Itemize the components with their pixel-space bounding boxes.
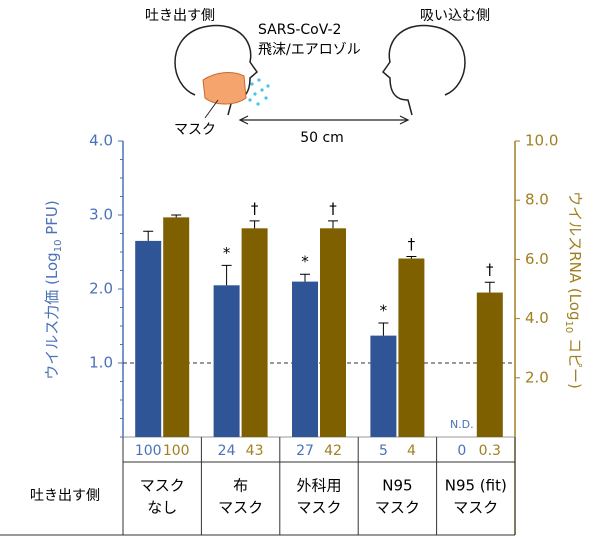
bar (398, 258, 425, 437)
category-label: なし (147, 499, 177, 517)
relative-label: 0 (457, 443, 466, 459)
relative-label: 43 (246, 443, 264, 459)
aerosol (248, 78, 270, 106)
relative-label: 100 (135, 443, 162, 459)
label-sub: 10 (53, 240, 64, 253)
mask-pointer (204, 99, 219, 119)
label-part: PFU) (43, 200, 61, 239)
bar (163, 217, 190, 437)
category-label: マスク (296, 499, 341, 517)
diagram: 吐き出す側 SARS-CoV-2 飛沫/エアロゾル 吸い込む側 マスク 50 c… (145, 8, 490, 146)
error-bar (406, 255, 417, 259)
y-tick-label: 3.0 (89, 206, 113, 224)
error-bar (378, 322, 389, 336)
significance-marker: † (486, 261, 494, 279)
label-sub: 10 (564, 320, 575, 333)
error-bar (328, 220, 338, 229)
relative-label: 42 (324, 443, 342, 459)
inhale-head (381, 24, 466, 116)
error-bar (171, 214, 182, 218)
error-bar (143, 230, 154, 241)
significance-marker: † (408, 235, 416, 253)
exhale-head (174, 24, 259, 116)
label-part: コピー) (567, 333, 585, 389)
y-tick-label: 4.0 (89, 132, 113, 150)
distance-label: 50 cm (300, 130, 344, 146)
category-label: N95 (382, 477, 412, 495)
significance-marker: * (223, 244, 231, 262)
bar (476, 292, 503, 437)
particles-label: 飛沫/エアロゾル (258, 42, 361, 58)
exhale-label: 吐き出す側 (145, 8, 215, 24)
significance-marker: * (301, 253, 309, 271)
error-bar (300, 273, 310, 282)
category-label: マスク (375, 499, 420, 517)
row-header: 吐き出す側 (30, 488, 100, 504)
label-part: ウイルス力価 (Log (43, 252, 61, 379)
significance-marker: † (251, 199, 259, 217)
category-label: マスク (453, 499, 498, 517)
bar (370, 335, 397, 437)
label-part: ウイルスRNA (Log (567, 191, 585, 320)
category-label: 布 (233, 477, 248, 495)
y2-tick-label: 10.0 (525, 132, 558, 150)
bar (213, 285, 240, 437)
relative-label: 27 (296, 443, 314, 459)
category-label: マスク (140, 477, 185, 495)
error-bar (221, 264, 232, 286)
y-tick-label: 2.0 (89, 280, 113, 298)
category-label: 外科用 (296, 477, 341, 495)
relative-label: 24 (218, 443, 236, 459)
y2-tick-label: 2.0 (525, 368, 549, 386)
bar (320, 228, 346, 437)
mask-label: マスク (174, 122, 216, 138)
category-label: N95 (fit) (445, 477, 507, 495)
y-tick-label: 1.0 (89, 354, 113, 372)
virus-label: SARS-CoV-2 (258, 22, 341, 38)
category-label: マスク (218, 499, 263, 517)
na-label: N.D. (450, 418, 474, 431)
y2-axis-label: ウイルスRNA (Log10 コピー) (564, 191, 585, 389)
y-axis-label: ウイルス力価 (Log10 PFU) (43, 200, 64, 379)
inhale-label: 吸い込む側 (420, 8, 490, 24)
mask (202, 72, 247, 105)
relative-label: 0.3 (479, 443, 501, 459)
error-bar (484, 281, 495, 293)
relative-label: 4 (407, 443, 416, 459)
significance-marker: * (380, 302, 388, 320)
y2-tick-label: 4.0 (525, 309, 549, 327)
bar (241, 228, 268, 437)
relative-label: 5 (379, 443, 388, 459)
bar (135, 240, 162, 437)
y2-tick-label: 6.0 (525, 250, 549, 268)
bar (292, 281, 318, 437)
error-bar (249, 220, 260, 229)
significance-marker: † (329, 199, 337, 217)
relative-label: 100 (163, 443, 190, 459)
arrow-heads (238, 115, 410, 125)
y2-tick-label: 8.0 (525, 191, 549, 209)
